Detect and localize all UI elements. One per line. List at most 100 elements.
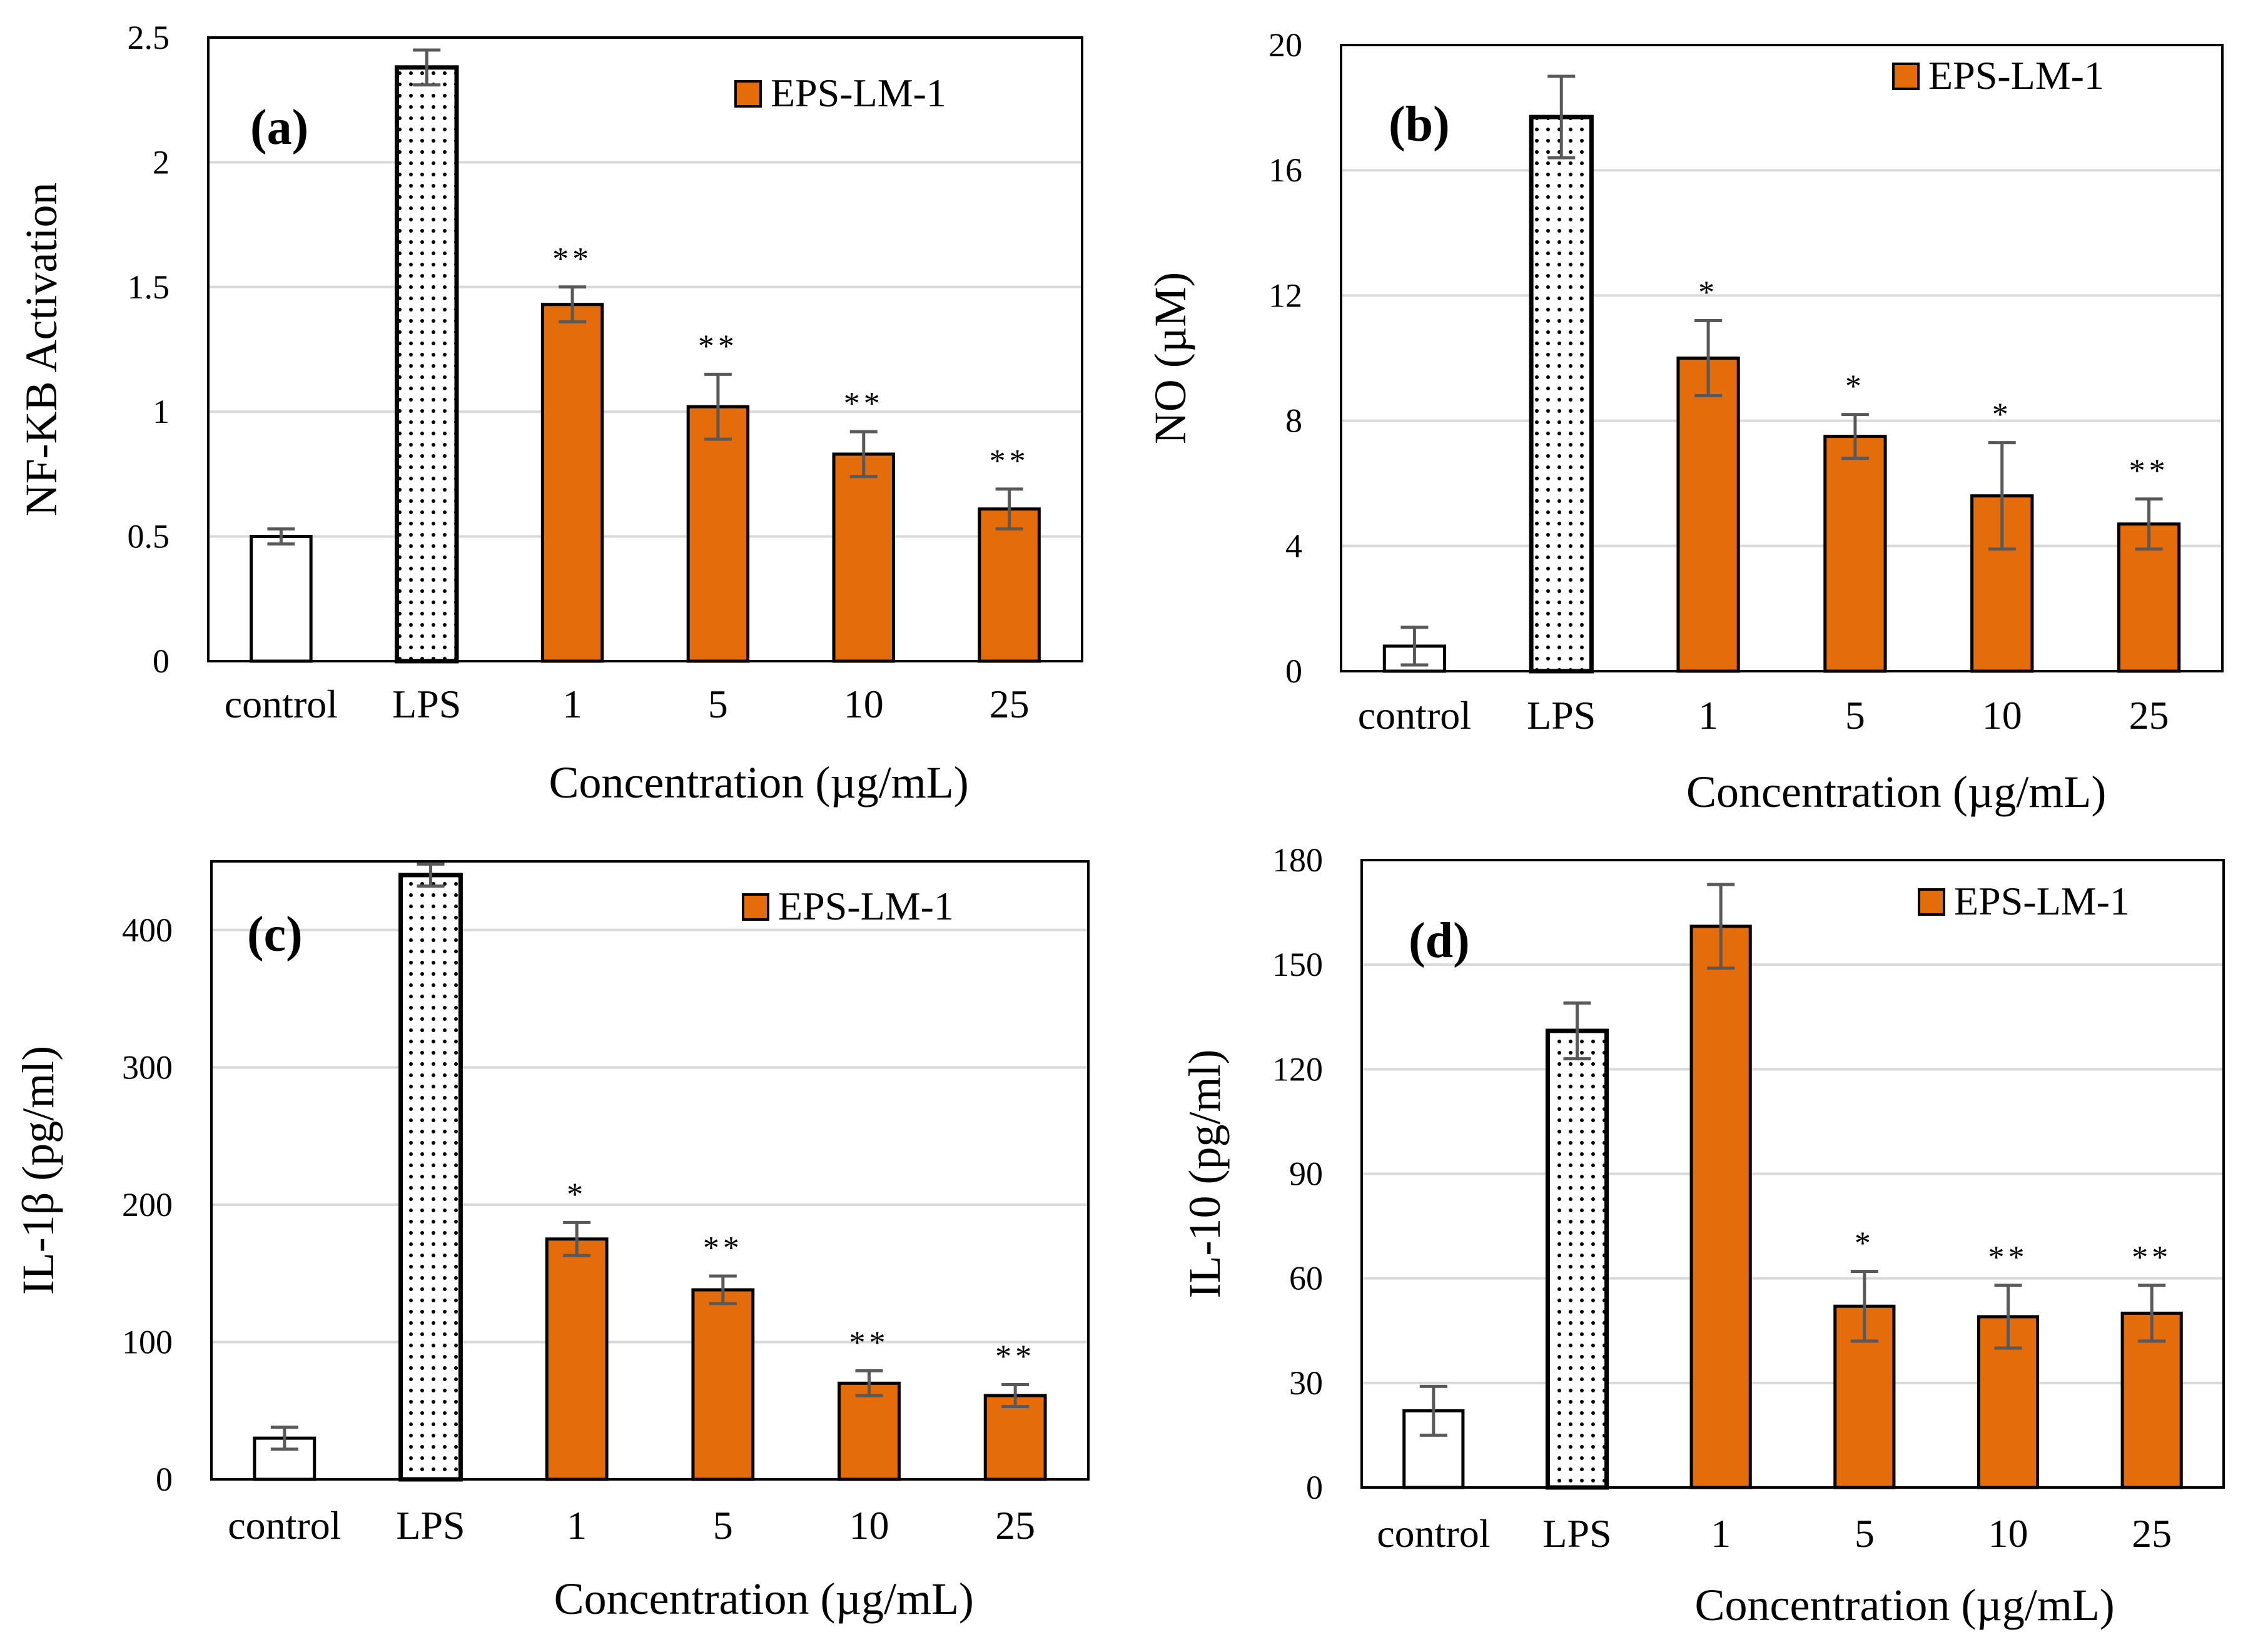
- panel-label-b: (b): [1389, 97, 1450, 152]
- error-bar: [709, 1274, 737, 1305]
- error-bar: [1547, 74, 1576, 160]
- x-tick-label: control: [1377, 1511, 1490, 1556]
- significance-marker: *: [1855, 1226, 1875, 1262]
- y-tick-label: 0: [1285, 652, 1302, 690]
- bar: [395, 65, 459, 664]
- plot-frame: [1340, 44, 2224, 672]
- y-axis-label-a: NF-KB Activation: [16, 183, 66, 517]
- plot-frame: [210, 860, 1090, 1481]
- y-tick-label: 1.5: [128, 268, 170, 306]
- error-bar: [704, 372, 732, 441]
- error-bar: [1694, 318, 1723, 398]
- error-bar: [1001, 1383, 1030, 1409]
- error-bar: [849, 430, 878, 479]
- bar: [1689, 925, 1752, 1489]
- legend-swatch: [734, 80, 762, 108]
- error-bar: [995, 487, 1023, 531]
- significance-marker: **: [990, 443, 1030, 479]
- x-tick-label: 5: [1845, 693, 1865, 737]
- panel-d: (d) IL-10 (pg/ml) Concentration (µg/mL) …: [1180, 841, 2225, 1630]
- bar: [545, 1237, 609, 1481]
- significance-marker: **: [703, 1230, 743, 1266]
- error-bar: [2138, 1284, 2166, 1343]
- x-tick-label: 5: [708, 682, 728, 726]
- x-tick-label: 10: [849, 1503, 889, 1548]
- y-tick-label: 20: [1268, 26, 1302, 64]
- significance-marker: **: [1988, 1240, 2028, 1275]
- x-tick-label: 10: [1988, 1511, 2028, 1556]
- x-axis-label-a: Concentration (µg/mL): [549, 758, 968, 808]
- error-bar: [855, 1369, 883, 1397]
- panel-label-c: (c): [247, 907, 303, 962]
- plot-frame: [1360, 859, 2225, 1489]
- x-tick-label: 5: [1855, 1511, 1875, 1556]
- error-bar: [1419, 1384, 1447, 1437]
- x-tick-label: 1: [1698, 693, 1718, 737]
- significance-marker: **: [2132, 1240, 2172, 1275]
- x-tick-label: 1: [562, 682, 582, 726]
- significance-marker: **: [995, 1339, 1035, 1375]
- error-bar: [267, 527, 295, 546]
- x-tick-label: 1: [1711, 1511, 1731, 1556]
- y-axis-label-c: IL-1β (pg/ml): [13, 1046, 63, 1295]
- y-tick-label: 60: [1289, 1260, 1323, 1297]
- error-bar: [563, 1220, 591, 1257]
- bar: [983, 1394, 1047, 1481]
- x-tick-label: LPS: [396, 1503, 465, 1548]
- x-tick-label: 10: [1982, 693, 2022, 737]
- y-tick-label: 100: [122, 1323, 173, 1361]
- x-axis-label-d: Concentration (µg/mL): [1694, 1580, 2114, 1630]
- bar: [1823, 435, 1887, 673]
- bar: [832, 452, 895, 663]
- legend-label-a: EPS-LM-1: [771, 71, 946, 115]
- panel-b: (b) NO (µM) Concentration (µg/mL) EPS-LM…: [1145, 26, 2224, 817]
- y-tick-label: 30: [1289, 1364, 1323, 1402]
- error-bar: [1563, 1001, 1591, 1061]
- bar: [540, 303, 604, 663]
- x-tick-label: control: [1358, 693, 1471, 737]
- plot-frame: [207, 36, 1083, 662]
- x-tick-label: 25: [2132, 1511, 2172, 1556]
- x-tick-label: LPS: [1527, 693, 1596, 737]
- x-tick-label: 25: [995, 1503, 1035, 1548]
- y-tick-label: 180: [1272, 841, 1323, 879]
- panel-c: (c) IL-1β (pg/ml) Concentration (µg/mL) …: [13, 860, 1090, 1624]
- error-bar: [1841, 413, 1869, 460]
- legend-label-c: EPS-LM-1: [778, 884, 954, 928]
- bar: [398, 873, 463, 1482]
- bar: [1529, 114, 1594, 674]
- y-tick-label: 120: [1272, 1050, 1323, 1088]
- error-bar: [1988, 441, 2016, 551]
- significance-marker: **: [698, 328, 738, 364]
- error-bar: [270, 1426, 298, 1451]
- y-tick-label: 300: [122, 1048, 173, 1086]
- panel-label-d: (d): [1409, 913, 1470, 968]
- y-tick-label: 16: [1268, 151, 1302, 189]
- significance-marker: *: [1992, 397, 2012, 433]
- y-axis-label-d: IL-10 (pg/ml): [1180, 1050, 1230, 1299]
- error-bar: [1707, 883, 1735, 970]
- significance-marker: **: [2129, 454, 2169, 489]
- y-tick-label: 400: [122, 911, 173, 949]
- significance-marker: **: [844, 386, 884, 422]
- bar: [686, 405, 750, 663]
- x-tick-label: LPS: [392, 682, 461, 726]
- y-tick-label: 12: [1268, 276, 1302, 314]
- error-bar: [413, 48, 441, 87]
- legend-label-d: EPS-LM-1: [1954, 879, 2130, 923]
- panel-label-a: (a): [250, 100, 308, 155]
- legend-swatch: [742, 893, 769, 921]
- error-bar: [1850, 1270, 1878, 1343]
- significance-marker: *: [1845, 369, 1865, 405]
- y-tick-label: 0.5: [128, 518, 170, 555]
- y-tick-label: 90: [1289, 1155, 1323, 1193]
- error-bar: [559, 285, 587, 324]
- significance-marker: *: [1698, 275, 1718, 310]
- x-tick-label: control: [228, 1503, 341, 1548]
- x-tick-label: control: [225, 682, 338, 726]
- y-tick-label: 2: [153, 143, 170, 181]
- legend-swatch: [1918, 888, 1945, 916]
- bar: [1676, 357, 1740, 673]
- x-tick-label: 1: [567, 1503, 587, 1548]
- y-tick-label: 0: [1306, 1469, 1323, 1506]
